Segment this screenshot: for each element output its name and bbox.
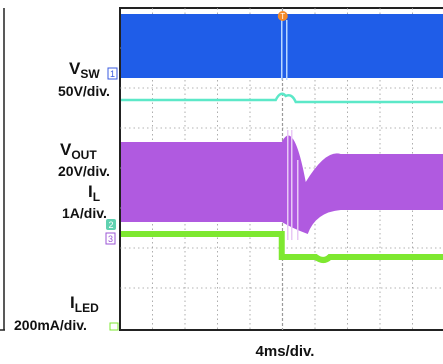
channel-3-marker: 3 xyxy=(105,232,116,245)
il-label: IL xyxy=(88,182,100,204)
trigger-marker-label: T xyxy=(280,12,285,21)
vsw-scale: 50V/div. xyxy=(58,83,110,99)
vsw-event-spike xyxy=(281,20,288,80)
channel-3-marker-label: 3 xyxy=(108,234,113,244)
traces xyxy=(121,14,443,263)
vout-trace xyxy=(121,92,443,104)
vout-scale: 20V/div. xyxy=(58,163,110,179)
vsw-label: VSW xyxy=(69,59,100,81)
il-ripple xyxy=(287,130,299,240)
il-scale: 1A/div. xyxy=(62,205,107,221)
vout-label: VOUT xyxy=(60,140,97,162)
channel-2-marker-label: 2 xyxy=(108,220,113,230)
iled-ground-marker xyxy=(109,322,119,331)
iled-trace xyxy=(121,231,443,263)
channel-1-marker-label: 1 xyxy=(110,69,115,79)
channel-1-marker: 1 xyxy=(107,67,118,80)
iled-label: ILED xyxy=(70,293,99,315)
channel-2-marker: 2 xyxy=(106,219,116,230)
x-axis-label: 4ms/div. xyxy=(256,343,315,360)
il-trace xyxy=(121,135,443,234)
iled-scale: 200mA/div. xyxy=(14,317,87,333)
trigger-marker: T xyxy=(277,11,288,21)
